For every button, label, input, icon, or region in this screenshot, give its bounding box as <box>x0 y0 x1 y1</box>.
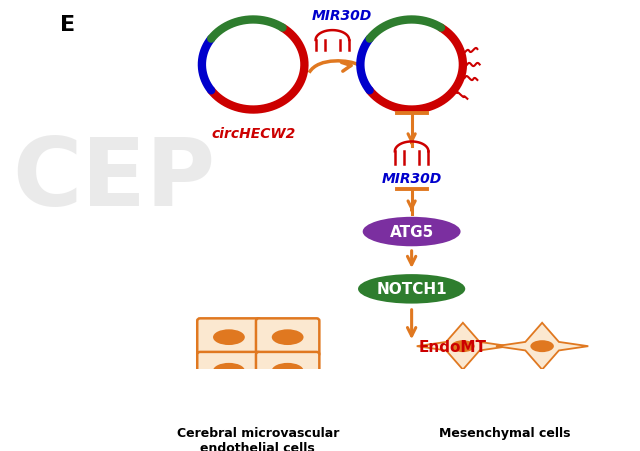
Text: Cerebral microvascular
endothelial cells: Cerebral microvascular endothelial cells <box>177 427 339 451</box>
Ellipse shape <box>213 363 245 379</box>
Ellipse shape <box>363 217 461 247</box>
Ellipse shape <box>358 275 465 304</box>
Text: EndoMT: EndoMT <box>419 339 487 354</box>
Text: NOTCH1: NOTCH1 <box>376 282 447 297</box>
Text: CEP: CEP <box>12 134 215 226</box>
Text: E: E <box>60 15 76 35</box>
Ellipse shape <box>272 363 303 379</box>
Ellipse shape <box>272 330 303 345</box>
Ellipse shape <box>531 341 554 352</box>
Polygon shape <box>417 323 509 370</box>
Text: MIR30D: MIR30D <box>381 171 442 185</box>
Ellipse shape <box>451 388 475 400</box>
Text: MIR30D: MIR30D <box>312 9 372 23</box>
Polygon shape <box>417 370 509 417</box>
Ellipse shape <box>451 341 475 352</box>
Text: ATG5: ATG5 <box>390 225 434 239</box>
FancyBboxPatch shape <box>197 318 260 356</box>
FancyBboxPatch shape <box>256 352 319 390</box>
Text: Mesenchymal cells: Mesenchymal cells <box>439 427 571 439</box>
Ellipse shape <box>213 330 245 345</box>
FancyBboxPatch shape <box>256 318 319 356</box>
FancyBboxPatch shape <box>197 352 260 390</box>
Polygon shape <box>496 323 588 370</box>
Polygon shape <box>496 370 588 417</box>
Ellipse shape <box>531 388 554 400</box>
Text: circHECW2: circHECW2 <box>211 127 295 141</box>
